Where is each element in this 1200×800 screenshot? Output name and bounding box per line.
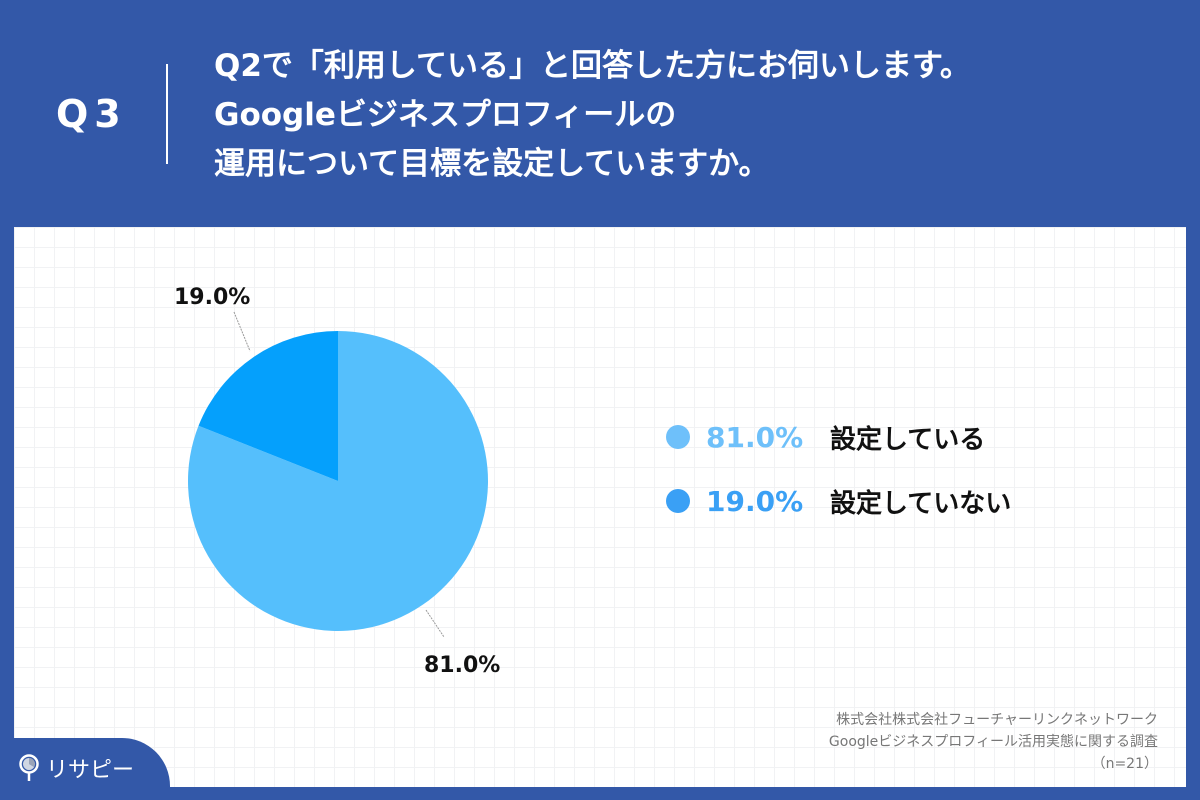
header: Q3 Q2で「利用している」と回答した方にお伺いします。 Googleビジネスプ… <box>0 0 1200 227</box>
source-line-2: Googleビジネスプロフィール活用実態に関する調査 <box>828 734 1158 750</box>
legend: 81.0% 設定している 19.0% 設定していない <box>666 405 1011 533</box>
legend-percentage: 81.0% <box>706 420 804 454</box>
question-title: Q2で「利用している」と回答した方にお伺いします。 Googleビジネスプロフィ… <box>214 42 971 189</box>
logo-text: リサピー <box>46 758 135 783</box>
question-title-line-2: Googleビジネスプロフィールの <box>214 97 677 133</box>
legend-dot-icon <box>666 425 690 449</box>
legend-dot-icon <box>666 489 690 513</box>
legend-item-set: 81.0% 設定している <box>666 405 1011 469</box>
header-divider <box>166 64 168 164</box>
pie-slice-not-set <box>198 331 338 481</box>
question-title-line-3: 運用について目標を設定していますか。 <box>214 146 770 182</box>
leader-line-not-set <box>233 311 251 352</box>
legend-label: 設定していない <box>830 488 1012 519</box>
source-note: 株式会社株式会社フューチャーリンクネットワーク Googleビジネスプロフィール… <box>829 709 1158 775</box>
logo: リサピー <box>18 752 134 784</box>
question-title-line-1: Q2で「利用している」と回答した方にお伺いします。 <box>214 48 971 84</box>
pie-slice-set <box>187 331 488 631</box>
pie-label-set: 81.0% <box>424 653 501 678</box>
legend-label: 設定している <box>830 424 986 455</box>
source-line-3: （n=21） <box>1091 756 1158 772</box>
question-number: Q3 <box>56 92 127 136</box>
pie-label-not-set: 19.0% <box>174 285 251 310</box>
legend-item-not-set: 19.0% 設定していない <box>666 469 1011 533</box>
pie-chart <box>187 311 488 638</box>
legend-percentage: 19.0% <box>706 484 804 518</box>
source-line-1: 株式会社株式会社フューチャーリンクネットワーク <box>836 712 1158 728</box>
chart-panel: 19.0% 81.0% 81.0% 設定している 19.0% 設定していない 株… <box>14 227 1186 787</box>
leader-line-set <box>425 609 445 638</box>
pin-icon <box>19 754 39 781</box>
